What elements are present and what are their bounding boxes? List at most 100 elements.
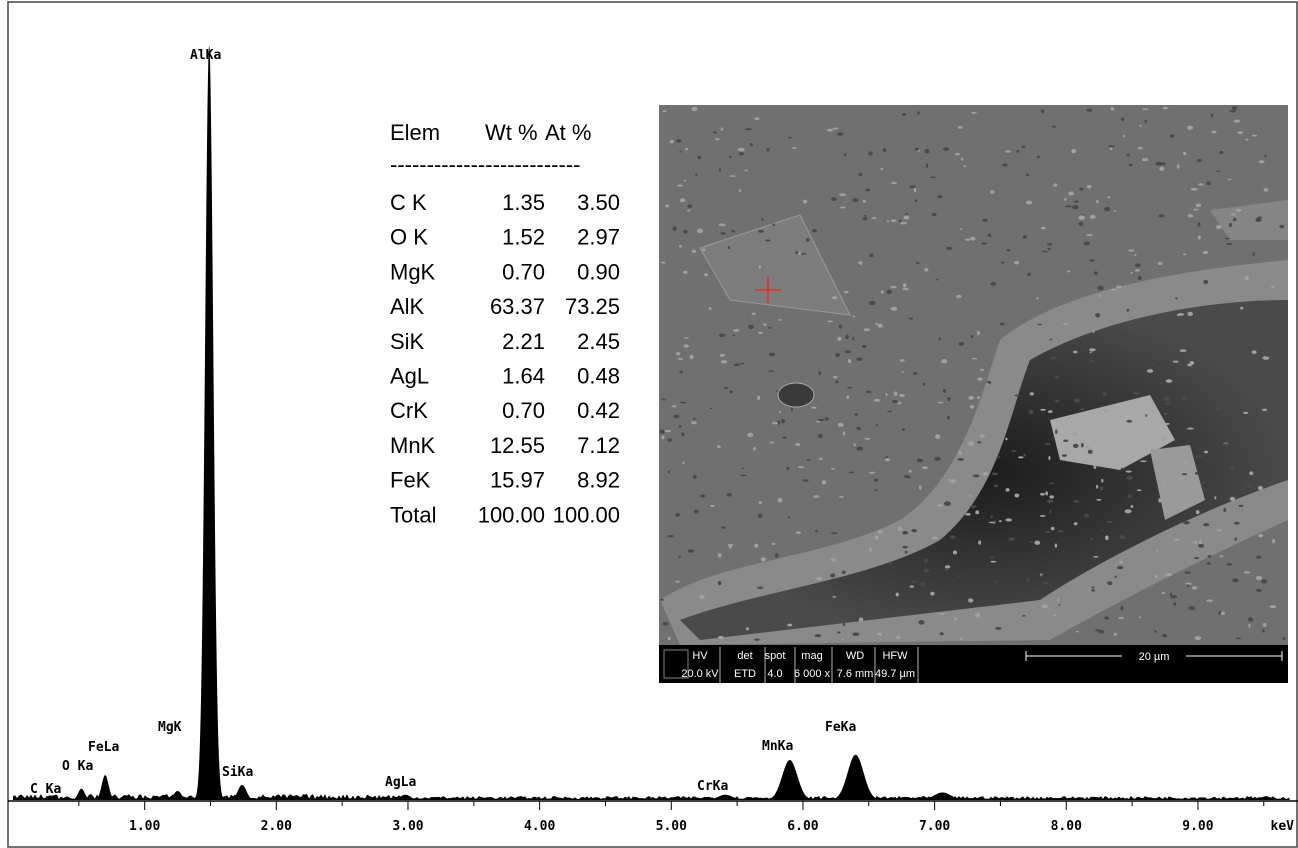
sem-speck — [958, 342, 964, 346]
sem-speck — [1187, 363, 1192, 366]
sem-speck — [1151, 363, 1155, 365]
sem-speck — [1092, 330, 1094, 333]
sem-speck — [731, 230, 735, 233]
sem-speck — [905, 213, 909, 215]
table-cell: 0.90 — [577, 259, 620, 284]
sem-speck — [1196, 204, 1201, 208]
sem-speck — [1206, 181, 1210, 185]
sem-speck — [1001, 262, 1004, 264]
sem-speck — [683, 271, 688, 274]
x-tick-label: 6.00 — [787, 819, 818, 834]
sem-speck — [1238, 505, 1243, 507]
sem-speck — [781, 419, 785, 423]
sem-speck — [709, 307, 712, 310]
sem-speck — [815, 634, 822, 637]
sem-speck — [776, 390, 779, 392]
sem-speck — [898, 526, 903, 531]
sem-speck — [906, 476, 910, 478]
sem-speck — [1138, 147, 1143, 149]
sem-speck — [1079, 188, 1083, 191]
sem-speck — [977, 377, 982, 380]
sem-speck — [950, 535, 955, 538]
table-separator: -------------------------- — [390, 152, 580, 177]
sem-speck — [691, 421, 697, 424]
sem-speck — [1045, 531, 1051, 533]
sem-speck — [1158, 214, 1164, 217]
sem-speck — [1048, 456, 1050, 460]
sem-speck — [1230, 497, 1235, 501]
sem-speck — [975, 613, 981, 617]
sem-speck — [660, 430, 665, 434]
sem-speck — [755, 117, 760, 120]
sem-speck — [1094, 271, 1098, 274]
sem-speck — [702, 248, 706, 251]
sem-speck — [863, 200, 867, 203]
sem-speck — [874, 399, 880, 402]
sem-speck — [874, 479, 878, 482]
sem-speck — [1272, 539, 1275, 543]
sem-speck — [969, 495, 972, 497]
sem-speck — [982, 472, 988, 476]
sem-speck — [1009, 537, 1015, 541]
sem-speck — [1121, 468, 1126, 470]
sem-speck — [1114, 210, 1116, 212]
sem-speck — [1183, 521, 1190, 524]
sem-speck — [802, 479, 808, 482]
sem-speck — [1263, 623, 1267, 627]
sem-speck — [1229, 110, 1236, 112]
table-cell: 100.00 — [478, 502, 545, 527]
sem-speck — [1198, 183, 1204, 186]
sem-speck — [721, 527, 726, 529]
sem-speck — [891, 219, 897, 222]
sem-speck — [1130, 272, 1133, 274]
sem-speck — [1175, 310, 1178, 314]
sem-speck — [881, 290, 884, 294]
x-tick-label: 7.00 — [919, 819, 950, 834]
sem-speck — [811, 407, 817, 409]
sem-speck — [1158, 498, 1161, 503]
peak-label: FeLa — [88, 740, 119, 755]
info-value: 49.7 µm — [875, 668, 915, 680]
sem-speck — [772, 224, 775, 227]
sem-speck — [1076, 631, 1079, 633]
sem-speck — [835, 380, 838, 383]
sem-speck — [943, 147, 949, 151]
sem-speck — [758, 230, 764, 233]
sem-speck — [699, 595, 705, 599]
sem-speck — [935, 434, 940, 438]
sem-speck — [1125, 509, 1132, 513]
x-axis-label: keV — [1271, 819, 1295, 834]
sem-speck — [1029, 410, 1034, 414]
sem-speck — [1147, 369, 1153, 373]
sem-speck — [721, 127, 723, 131]
sem-speck — [768, 327, 771, 329]
sem-speck — [800, 253, 806, 255]
peak-label: FeKa — [825, 720, 856, 735]
sem-speck — [729, 156, 732, 158]
sem-speck — [1212, 373, 1218, 375]
sem-speck — [1171, 331, 1175, 335]
sem-speck — [1058, 530, 1064, 532]
sem-speck — [1211, 131, 1216, 134]
sem-speck — [1005, 518, 1012, 521]
sem-speck — [1251, 135, 1257, 137]
sem-speck — [934, 457, 940, 461]
sem-speck — [1084, 241, 1090, 245]
sem-speck — [833, 376, 838, 379]
sem-speck — [947, 416, 950, 420]
sem-speck — [739, 152, 744, 155]
sem-speck — [1080, 408, 1084, 410]
sem-speck — [1086, 109, 1092, 112]
sem-speck — [1163, 397, 1170, 401]
sem-speck — [1119, 561, 1123, 564]
sem-speck — [871, 217, 876, 219]
sem-speck — [972, 358, 978, 360]
sem-speck — [844, 153, 846, 157]
table-cell: MgK — [390, 259, 436, 284]
sem-speck — [956, 295, 962, 298]
sem-speck — [770, 441, 774, 443]
sem-speck — [759, 265, 761, 269]
sem-speck — [1114, 576, 1116, 578]
table-cell: 15.97 — [490, 468, 545, 493]
sem-speck — [729, 175, 736, 177]
